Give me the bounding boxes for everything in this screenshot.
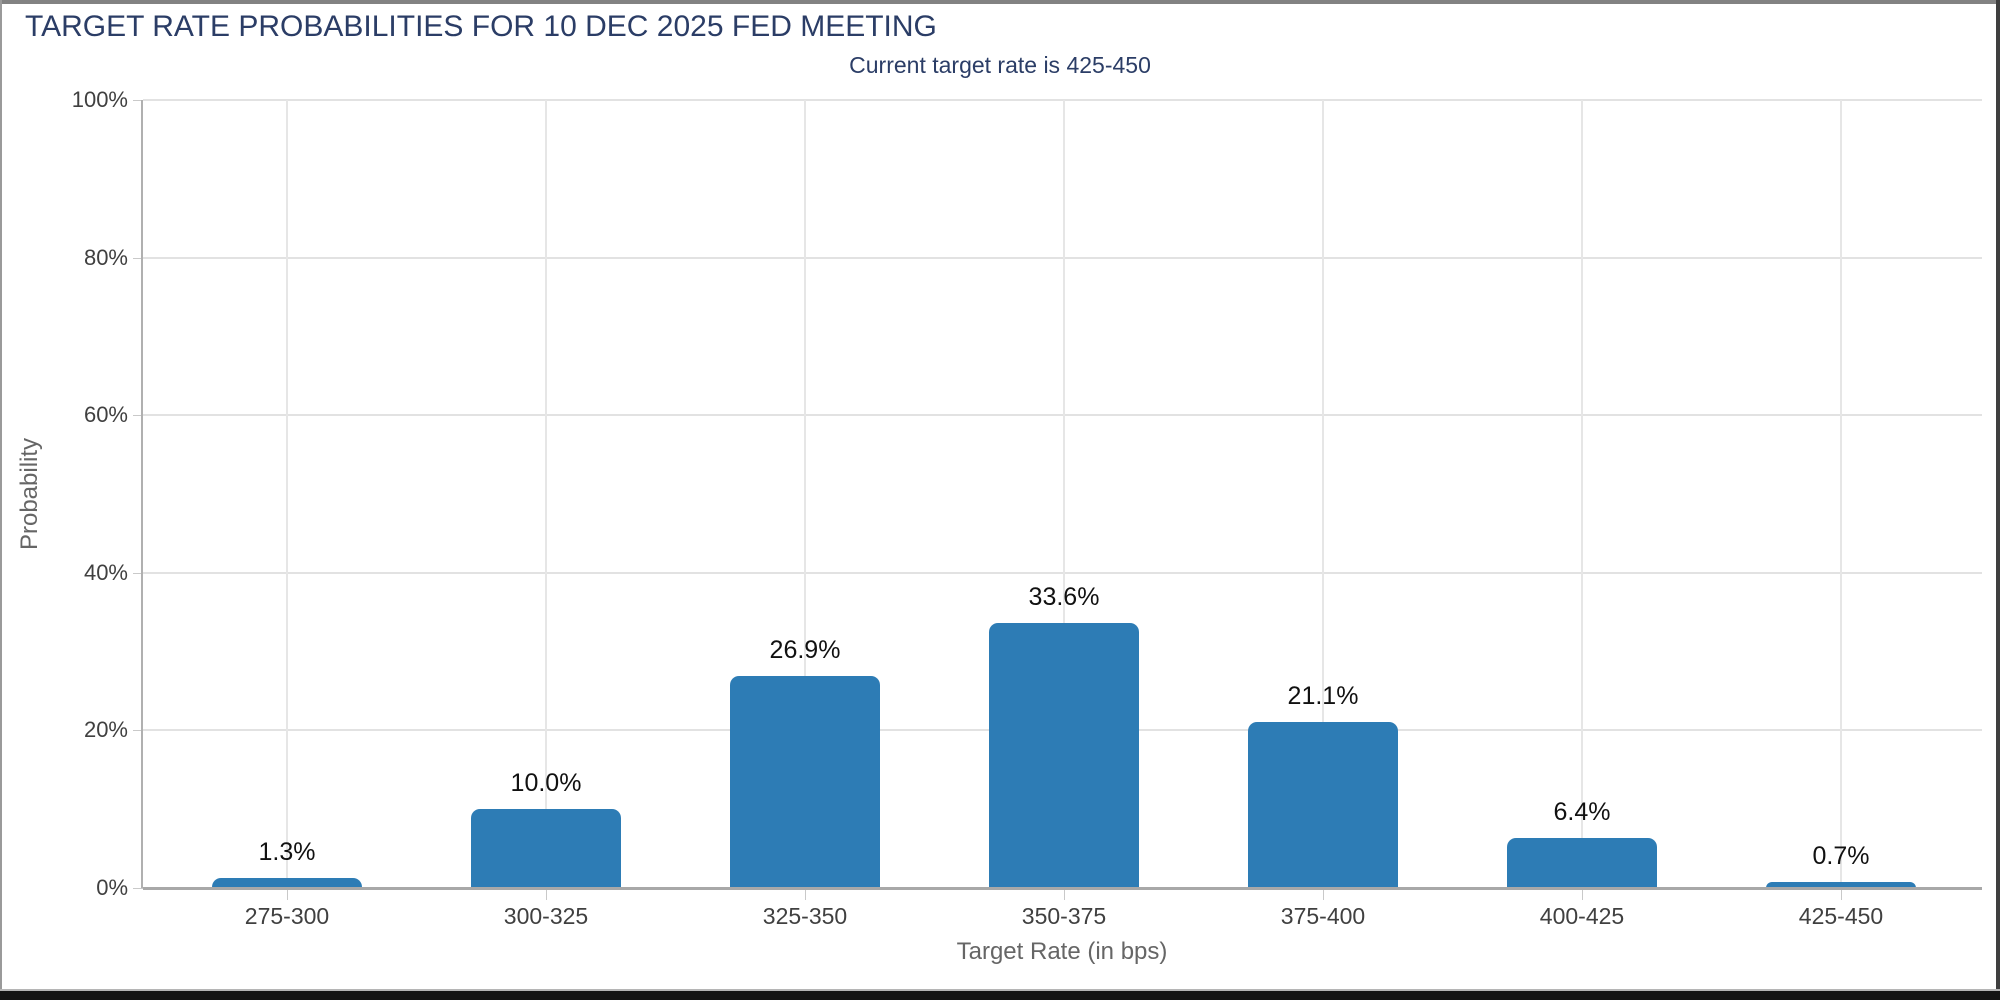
chart-title: TARGET RATE PROBABILITIES FOR 10 DEC 202… [25,10,937,43]
y-tick-label-60: 60% [83,402,128,428]
y-tick-label-0: 0% [96,875,128,900]
x-tick-label-325-350: 325-350 [762,903,848,929]
y-tick-label-20: 20% [83,717,128,743]
y-axis-tick-20 [133,730,143,732]
window-border-bottom-line [0,989,2000,991]
bar-350-375[interactable] [989,623,1139,888]
y-tick-label-80: 80% [83,244,128,270]
bar-value-300-325: 10.0% [510,769,582,798]
window-border-right [1996,0,2000,1000]
x-axis-tick-375-400 [1323,889,1324,900]
gridline-vertical-350-375 [1063,100,1065,888]
x-tick-label-400-425: 400-425 [1539,903,1625,929]
x-axis-tick-400-425 [1582,889,1583,900]
bar-value-350-375: 33.6% [1028,583,1100,612]
x-axis-tick-325-350 [805,889,806,900]
y-axis-line [141,100,143,888]
x-tick-label-425-450: 425-450 [1798,903,1884,929]
bar-275-300[interactable] [212,877,362,888]
gridline-vertical-425-450 [1840,100,1842,888]
gridline-horizontal-60 [143,414,1982,417]
y-axis-title: Probability [16,437,43,551]
x-axis-tick-350-375 [1064,889,1065,900]
gridline-vertical-400-425 [1581,100,1583,888]
x-axis-tick-300-325 [546,889,547,900]
bar-value-275-300: 1.3% [258,837,316,866]
bar-425-450[interactable] [1766,882,1916,888]
gridline-horizontal-80 [143,256,1982,259]
bar-value-400-425: 6.4% [1553,797,1611,826]
x-axis-tick-275-300 [287,889,288,900]
bar-400-425[interactable] [1507,837,1657,888]
x-axis-tick-425-450 [1841,889,1842,900]
x-tick-label-350-375: 350-375 [1021,903,1107,929]
window-bottom-bar [0,991,2000,1000]
bar-325-350[interactable] [730,676,880,888]
bar-value-375-400: 21.1% [1287,681,1359,710]
gridline-horizontal-40 [143,571,1982,574]
chart-subtitle: Current target rate is 425-450 [849,52,1151,78]
gridline-horizontal-100 [143,99,1982,101]
window-border-left [0,0,2,1000]
y-axis-tick-0 [133,888,143,889]
y-axis-tick-40 [133,572,143,574]
y-axis-tick-80 [133,257,143,259]
bar-value-325-350: 26.9% [769,636,841,665]
x-axis-line [143,887,1982,890]
gridline-vertical-300-325 [545,100,547,888]
bar-300-325[interactable] [471,809,621,888]
y-tick-label-40: 40% [83,559,128,585]
bar-375-400[interactable] [1248,721,1398,888]
window-border-top [0,0,2000,4]
bar-value-425-450: 0.7% [1812,842,1870,871]
x-tick-label-375-400: 375-400 [1280,903,1366,929]
y-tick-label-100: 100% [71,87,128,112]
gridline-vertical-325-350 [804,100,806,888]
y-axis-tick-100 [133,100,143,101]
x-tick-label-300-325: 300-325 [503,903,589,929]
gridline-vertical-275-300 [286,100,288,888]
x-tick-label-275-300: 275-300 [244,903,330,929]
y-axis-tick-60 [133,415,143,417]
gridline-vertical-375-400 [1322,100,1324,888]
x-axis-title: Target Rate (in bps) [956,938,1168,965]
